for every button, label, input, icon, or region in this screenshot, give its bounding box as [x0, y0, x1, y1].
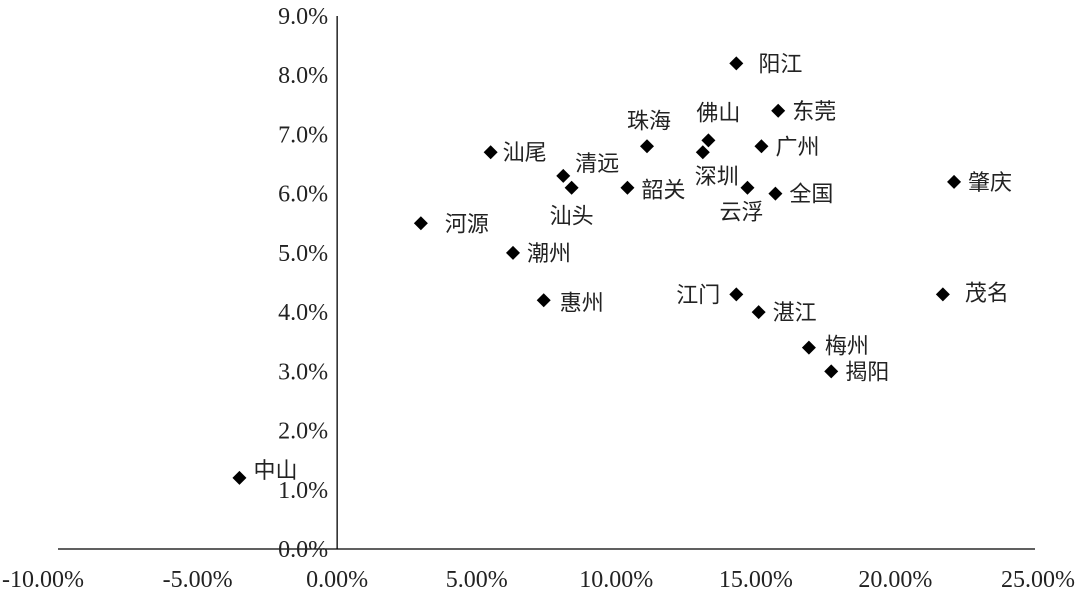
data-point-label: 中山 — [253, 459, 297, 484]
y-tick-label: 2.0% — [278, 419, 328, 445]
data-point-label: 肇庆 — [968, 171, 1012, 196]
data-point-label: 汕尾 — [503, 141, 547, 166]
data-point-label: 深圳 — [695, 165, 739, 190]
data-point — [801, 340, 816, 355]
data-point-label: 汕头 — [550, 205, 594, 230]
y-tick-label: 3.0% — [278, 359, 328, 385]
data-point — [740, 180, 755, 195]
data-point-label: 河源 — [445, 212, 489, 237]
x-tick-label: 5.00% — [446, 567, 508, 593]
data-point-label: 揭阳 — [845, 360, 889, 385]
data-point — [935, 287, 950, 302]
y-tick-label: 6.0% — [278, 182, 328, 208]
x-tick-label: 25.00% — [1001, 567, 1075, 593]
data-point-label: 全国 — [789, 183, 833, 208]
data-point-label: 茂名 — [965, 281, 1009, 306]
data-point — [824, 364, 839, 379]
data-point — [620, 180, 635, 195]
data-point — [751, 305, 766, 320]
data-point — [695, 145, 710, 160]
x-tick-label: 0.00% — [306, 567, 368, 593]
data-point-label: 潮州 — [527, 242, 571, 267]
y-tick-label: 5.0% — [278, 241, 328, 267]
y-tick-label: 4.0% — [278, 300, 328, 326]
data-point-label: 惠州 — [560, 291, 604, 316]
y-tick-label: 1.0% — [278, 478, 328, 504]
data-point — [564, 180, 579, 195]
data-point — [701, 133, 716, 148]
data-point-label: 清远 — [575, 152, 619, 177]
data-point-label: 江门 — [676, 283, 720, 308]
data-point — [232, 470, 247, 485]
data-point-label: 广州 — [775, 135, 819, 160]
x-tick-label: -5.00% — [163, 567, 233, 593]
data-point — [947, 174, 962, 189]
data-point-label: 阳江 — [758, 52, 802, 77]
data-point-label: 云浮 — [719, 201, 763, 226]
data-point-label: 珠海 — [627, 109, 671, 134]
data-point — [754, 139, 769, 154]
data-point — [771, 103, 786, 118]
x-tick-label: 15.00% — [719, 567, 793, 593]
y-tick-label: 7.0% — [278, 122, 328, 148]
data-point — [536, 293, 551, 308]
data-point — [483, 145, 498, 160]
y-tick-label: 9.0% — [278, 4, 328, 30]
data-point-label: 佛山 — [696, 101, 740, 126]
x-tick-label: 10.00% — [579, 567, 653, 593]
y-tick-label: 0.0% — [278, 537, 328, 563]
data-point — [506, 245, 521, 260]
data-point — [729, 56, 744, 71]
data-point — [413, 216, 428, 231]
data-point-label: 东莞 — [792, 100, 836, 125]
data-point — [729, 287, 744, 302]
data-point-label: 梅州 — [825, 335, 869, 360]
data-point-label: 韶关 — [641, 179, 685, 204]
data-point — [639, 139, 654, 154]
x-tick-label: 20.00% — [858, 567, 932, 593]
y-tick-label: 8.0% — [278, 63, 328, 89]
data-point — [556, 168, 571, 183]
data-point — [768, 186, 783, 201]
x-tick-label: -10.00% — [2, 567, 84, 593]
data-point-label: 湛江 — [773, 301, 817, 326]
